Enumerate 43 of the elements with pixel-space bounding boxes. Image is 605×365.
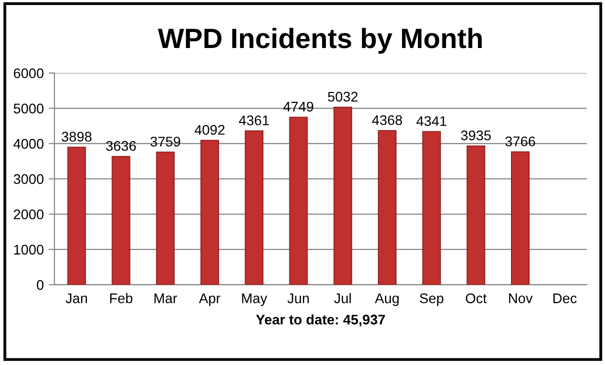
x-tick-label: Nov <box>509 294 533 304</box>
bar <box>200 140 220 285</box>
y-tick-label: 1000 <box>14 244 44 255</box>
y-tick-label: 0 <box>36 280 44 290</box>
y-tick-label: 2000 <box>14 209 44 220</box>
x-tick-label: Mar <box>154 294 178 304</box>
x-tick-label: Sep <box>420 293 444 306</box>
x-tick-label: Dec <box>553 294 577 304</box>
y-tick-label: 4000 <box>13 138 44 149</box>
x-tick-label: Jul <box>334 293 351 304</box>
bar <box>112 156 130 285</box>
x-tick-label: Feb <box>110 293 132 304</box>
x-tick-label: Apr <box>198 294 220 306</box>
x-tick-label: Aug <box>374 294 399 306</box>
y-tick-label: 6000 <box>14 68 44 78</box>
data-label: 3766 <box>505 136 536 146</box>
y-tick-label: 3000 <box>14 174 44 184</box>
data-label: 3898 <box>62 132 92 142</box>
bar <box>466 145 486 285</box>
data-label: 4341 <box>416 116 446 126</box>
data-label: 4361 <box>238 115 269 126</box>
bar <box>244 130 264 285</box>
bar <box>422 131 441 285</box>
x-axis-title: Year to date: 45,937 <box>256 314 385 327</box>
x-tick-label: Jun <box>287 294 309 304</box>
data-label: 3636 <box>106 141 136 151</box>
data-label: 4749 <box>283 102 314 112</box>
x-tick-label: Jan <box>66 294 87 304</box>
y-tick-label: 5000 <box>14 104 44 114</box>
bar <box>67 146 86 285</box>
data-label: 3759 <box>150 136 180 147</box>
data-label: 5032 <box>328 92 358 102</box>
x-tick-label: May <box>242 294 268 306</box>
data-label: 3935 <box>461 130 491 140</box>
bar <box>334 106 352 285</box>
bar <box>289 116 308 285</box>
bar <box>156 152 175 285</box>
x-tick-label: Oct <box>466 293 487 304</box>
data-label: 4368 <box>372 115 402 126</box>
bar <box>378 130 396 285</box>
data-label: 4092 <box>194 124 224 135</box>
bar <box>511 151 530 285</box>
chart-title: WPD Incidents by Month <box>158 28 482 54</box>
